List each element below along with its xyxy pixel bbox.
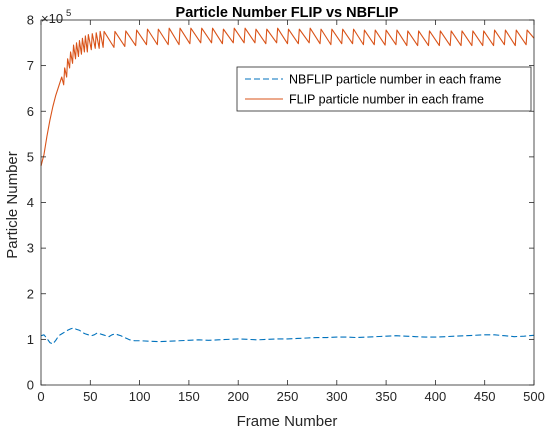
x-tick-label: 350 [375,389,397,404]
y-tick-label: 4 [27,195,34,210]
x-tick-label: 450 [474,389,496,404]
legend-box [236,66,532,112]
y-tick-label: 2 [27,286,34,301]
series-line-flip [40,27,535,167]
series-line-nbflip [40,327,535,345]
legend-entry-label: NBFLIP particle number in each frame [289,73,501,87]
x-tick-label: 400 [425,389,447,404]
y-exponent-base: ×10 [41,11,63,26]
plot-area [40,27,535,345]
x-tick-label: 150 [178,389,200,404]
x-tick-label: 100 [129,389,151,404]
y-exponent-power: 5 [66,8,71,19]
y-axis-label: Particle Number [4,151,21,259]
y-tick-label: 1 [27,332,34,347]
y-tick-label: 3 [27,241,34,256]
x-tick-label: 0 [37,389,44,404]
x-axis-label: Frame Number [237,413,338,430]
legend: NBFLIP particle number in each frame FLIP… [236,66,532,112]
chart-title: Particle Number FLIP vs NBFLIP [176,5,399,21]
axes: 0 50 100 150 200 250 300 350 400 450 500 0 1 2 3 4 5 6 7 8 [27,13,545,405]
x-tick-label: 50 [83,389,97,404]
y-tick-label: 5 [27,149,34,164]
y-tick-label: 8 [27,13,34,28]
y-tick-label: 6 [27,104,34,119]
x-tick-label: 250 [277,389,299,404]
y-exponent: ×10 5 [41,8,71,26]
y-tick-label: 7 [27,58,34,73]
x-tick-label: 200 [227,389,249,404]
y-tick-label: 0 [27,378,34,393]
x-tick-label: 500 [523,389,545,404]
legend-entry-label: FLIP particle number in each frame [289,93,484,107]
x-tick-label: 300 [326,389,348,404]
